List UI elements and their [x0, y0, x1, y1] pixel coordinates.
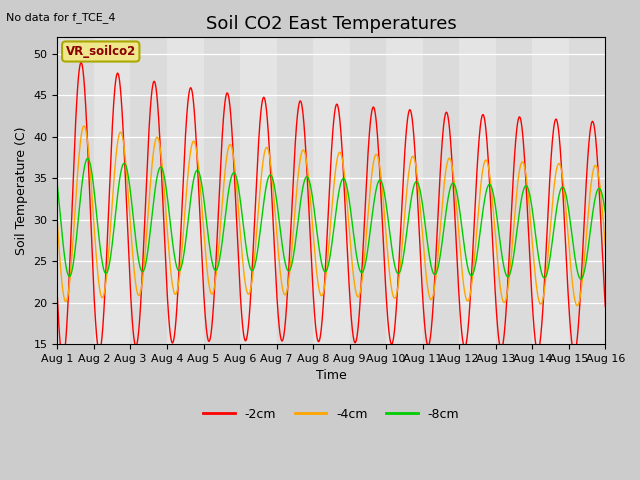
Bar — [313, 37, 349, 344]
Bar — [569, 37, 605, 344]
Bar — [422, 37, 460, 344]
Y-axis label: Soil Temperature (C): Soil Temperature (C) — [15, 126, 28, 255]
Title: Soil CO2 East Temperatures: Soil CO2 East Temperatures — [206, 15, 457, 33]
Text: VR_soilco2: VR_soilco2 — [66, 45, 136, 58]
Bar — [349, 37, 386, 344]
Bar — [532, 37, 569, 344]
Bar — [58, 37, 94, 344]
Bar — [94, 37, 131, 344]
Bar — [240, 37, 276, 344]
Text: No data for f_TCE_4: No data for f_TCE_4 — [6, 12, 116, 23]
Bar — [131, 37, 167, 344]
Bar — [204, 37, 240, 344]
Bar — [167, 37, 204, 344]
Bar — [460, 37, 496, 344]
Bar — [496, 37, 532, 344]
X-axis label: Time: Time — [316, 370, 347, 383]
Legend: -2cm, -4cm, -8cm: -2cm, -4cm, -8cm — [198, 403, 464, 426]
Bar — [386, 37, 422, 344]
Bar — [276, 37, 313, 344]
